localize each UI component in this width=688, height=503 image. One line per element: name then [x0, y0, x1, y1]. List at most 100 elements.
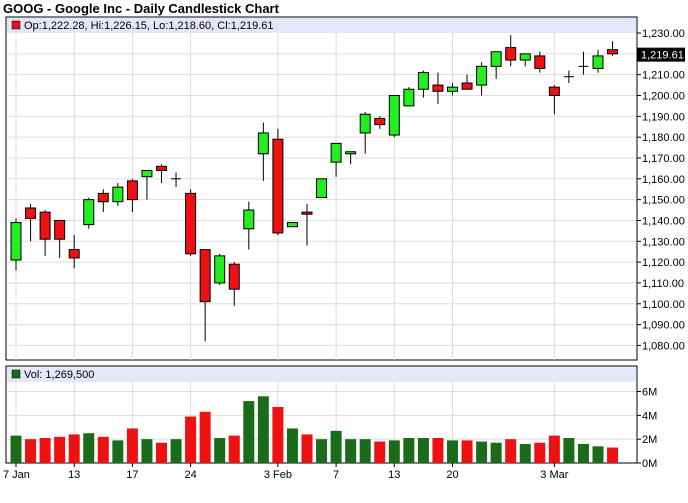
candle-body: [257, 132, 269, 155]
volume-bar: [272, 407, 284, 463]
price-tick-label: 1,120.00: [642, 257, 685, 269]
candle: [519, 53, 531, 67]
candle-body: [359, 113, 371, 134]
candle-body: [126, 180, 138, 201]
volume-bar: [112, 440, 124, 463]
candle-body: [592, 55, 604, 69]
volume-bar: [126, 428, 138, 463]
candle: [141, 169, 153, 200]
volume-bar: [403, 437, 415, 463]
candle-body: [534, 55, 546, 69]
candle-body: [10, 222, 22, 261]
volume-bar: [374, 441, 386, 463]
volume-axis-ticks: 0M 2M 4M 6M: [637, 387, 657, 470]
candle: [505, 35, 517, 67]
candle: [374, 116, 386, 129]
volume-bar: [68, 434, 80, 463]
candle: [185, 189, 197, 256]
volume-bar: [432, 437, 444, 463]
candle: [54, 219, 66, 258]
last-price-label: 1,219.61: [641, 50, 684, 62]
volume-bars-layer: [10, 396, 619, 463]
price-tick-label: 1,110.00: [642, 278, 684, 290]
price-tick-label: 1,160.00: [642, 174, 685, 186]
price-tick-label: 1,150.00: [642, 195, 685, 207]
volume-bar: [519, 443, 531, 463]
candle: [461, 74, 473, 90]
volume-bar: [214, 437, 226, 463]
x-tick-label: 17: [126, 469, 138, 481]
volume-bar: [141, 439, 153, 463]
candle-body: [68, 249, 80, 259]
candle-body: [432, 84, 444, 92]
candle-body: [243, 209, 255, 230]
volume-bar: [301, 434, 313, 463]
candle: [257, 122, 269, 181]
price-grid: [7, 33, 636, 360]
volume-bar: [388, 440, 400, 463]
last-price-marker: 1,219.61: [637, 47, 685, 62]
volume-bar: [417, 437, 429, 463]
candle: [126, 178, 138, 213]
volume-bar: [359, 439, 371, 463]
candle: [417, 70, 429, 98]
chart-title: GOOG - Google Inc - Daily Candlestick Ch…: [3, 1, 279, 16]
candle-body: [272, 138, 284, 234]
volume-bar: [25, 439, 37, 463]
candle: [316, 178, 328, 199]
price-tick-label: 1,080.00: [642, 340, 685, 352]
candle-body: [185, 192, 197, 255]
candle: [10, 218, 22, 271]
candle-body: [214, 255, 226, 284]
candle-body: [39, 211, 51, 240]
price-tick-label: 1,230.00: [642, 28, 685, 40]
candle-body: [403, 88, 415, 107]
candle: [68, 235, 80, 269]
candle-body: [388, 94, 400, 136]
candle: [25, 203, 37, 242]
price-tick-label: 1,190.00: [642, 111, 685, 123]
candle-body: [505, 47, 517, 61]
volume-bar: [345, 439, 357, 463]
price-axis-ticks: 1,080.00 1,090.00 1,100.00 1,110.00 1,120.00…: [637, 28, 685, 352]
volume-bar: [170, 439, 182, 463]
volume-bar: [39, 437, 51, 463]
candle-body: [316, 178, 328, 199]
x-tick-label: 7 Jan: [3, 469, 30, 481]
x-tick-label: 24: [184, 469, 196, 481]
volume-bar: [243, 401, 255, 463]
x-tick-label: 20: [446, 469, 458, 481]
volume-tick-label: 0M: [642, 458, 657, 470]
candle: [83, 197, 95, 229]
price-legend-swatch: [11, 20, 21, 30]
last-price-box: [637, 47, 685, 62]
candle: [214, 253, 226, 286]
volume-bar: [228, 435, 240, 463]
candle: [228, 262, 240, 306]
candle-body: [83, 199, 95, 226]
volume-tick-label: 4M: [642, 410, 657, 422]
candle: [476, 62, 488, 96]
x-tick-label: 13: [388, 469, 400, 481]
volume-tick-label: 6M: [642, 387, 657, 399]
candle: [548, 85, 560, 115]
candle: [345, 151, 357, 165]
candle: [359, 112, 371, 154]
volume-bar: [185, 416, 197, 463]
price-tick-label: 1,100.00: [642, 299, 685, 311]
candle: [447, 82, 458, 96]
price-tick-label: 1,140.00: [642, 215, 685, 227]
candle: [112, 182, 124, 206]
candle-body: [301, 211, 313, 215]
candle-body: [461, 82, 473, 90]
volume-bar: [490, 442, 502, 463]
x-tick-label: 7: [333, 469, 339, 481]
x-tick-label: 13: [68, 469, 80, 481]
candle: [388, 94, 400, 138]
candle: [607, 41, 619, 56]
candle: [171, 172, 182, 188]
candle: [272, 128, 284, 236]
x-axis-labels: 7 Jan 13 17 24 3 Feb 7 13 20 3 Mar: [3, 463, 569, 481]
candle-body: [286, 222, 298, 228]
